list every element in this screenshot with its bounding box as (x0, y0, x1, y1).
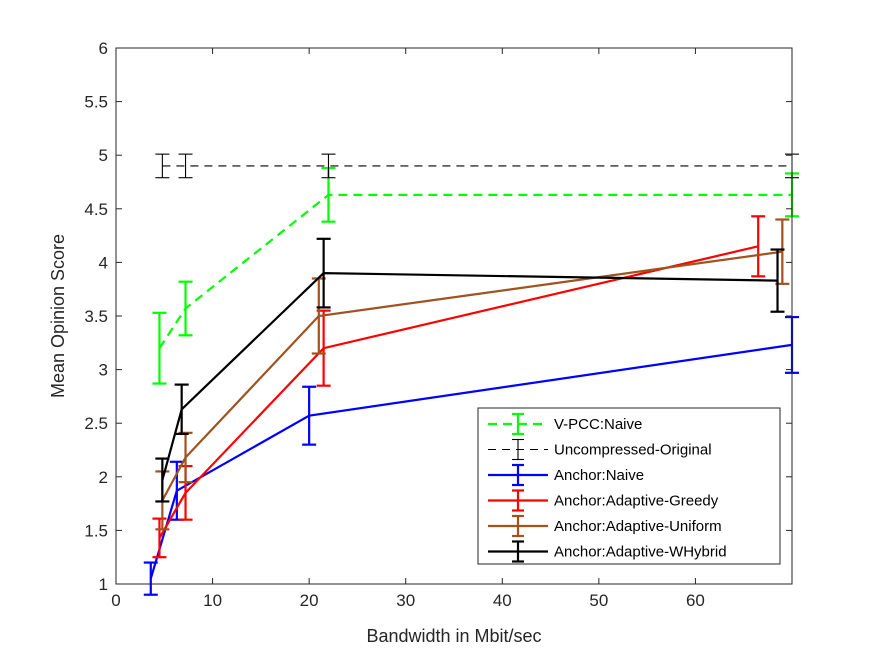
error-bar (152, 517, 167, 559)
legend-label: Anchor:Adaptive-Greedy (554, 493, 719, 510)
x-tick-label: 20 (300, 591, 319, 610)
series-line (161, 271, 778, 481)
legend-label: Uncompressed-Original (554, 442, 712, 459)
error-bar (174, 383, 189, 436)
error-bar (751, 215, 766, 278)
x-tick-label: 60 (686, 591, 705, 610)
x-axis-title: Bandwidth in Mbit/sec (366, 626, 541, 646)
y-tick-label: 1.5 (84, 521, 108, 540)
legend-entry: Anchor:Naive (488, 463, 644, 487)
legend-entry: Uncompressed-Original (488, 438, 712, 461)
legend-entry: V-PCC:Naive (488, 412, 642, 436)
y-tick-label: 6 (99, 39, 108, 58)
legend-box (477, 407, 781, 565)
error-bar (178, 153, 193, 179)
legend-entry: Anchor:Adaptive-Greedy (488, 489, 719, 512)
x-tick-label: 10 (203, 591, 222, 610)
error-bar (152, 311, 167, 385)
series-line (161, 250, 783, 501)
legend-label: Anchor:Adaptive-WHybrid (554, 544, 727, 561)
legend-label: Anchor:Naive (554, 467, 644, 484)
y-tick-label: 2.5 (84, 414, 108, 433)
series-layer (143, 153, 799, 596)
y-tick-label: 5 (99, 146, 108, 165)
series-line (149, 343, 793, 579)
y-axis-title: Mean Opinion Score (48, 234, 68, 398)
series-line (158, 245, 759, 539)
axes-layer: 0 10 20 30 40 50 60 1 1.5 2 2.5 3 3.5 4 4.5 5 5.5 6 (84, 39, 793, 610)
legend-entry: Anchor:Adaptive-WHybrid (488, 540, 727, 563)
error-bar (178, 280, 193, 337)
error-bar (316, 237, 331, 309)
error-bar (321, 153, 336, 179)
x-tick-label: 40 (493, 591, 512, 610)
y-tick-label: 5.5 (84, 93, 108, 112)
error-bar (302, 385, 317, 446)
y-tick-label: 2 (99, 468, 108, 487)
y-tick-label: 1 (99, 575, 108, 594)
legend-label: Anchor:Adaptive-Uniform (554, 518, 722, 535)
y-tick-label: 4 (99, 253, 108, 272)
x-tick-label: 30 (396, 591, 415, 610)
legend-label: V-PCC:Naive (554, 416, 642, 433)
error-bar (770, 248, 785, 313)
legend-entry: Anchor:Adaptive-Uniform (488, 514, 722, 538)
error-bar (155, 457, 170, 503)
y-tick-label: 3 (99, 361, 108, 380)
y-tick-label: 4.5 (84, 200, 108, 219)
x-tick-label: 0 (111, 591, 120, 610)
x-tick-label: 50 (589, 591, 608, 610)
error-bar (155, 153, 170, 179)
y-tick-label: 3.5 (84, 307, 108, 326)
series-line (158, 193, 792, 349)
error-bar (143, 561, 158, 596)
series-5 (155, 237, 785, 503)
legend: V-PCC:Naive Uncompressed-Original Anchor:N… (477, 407, 781, 565)
